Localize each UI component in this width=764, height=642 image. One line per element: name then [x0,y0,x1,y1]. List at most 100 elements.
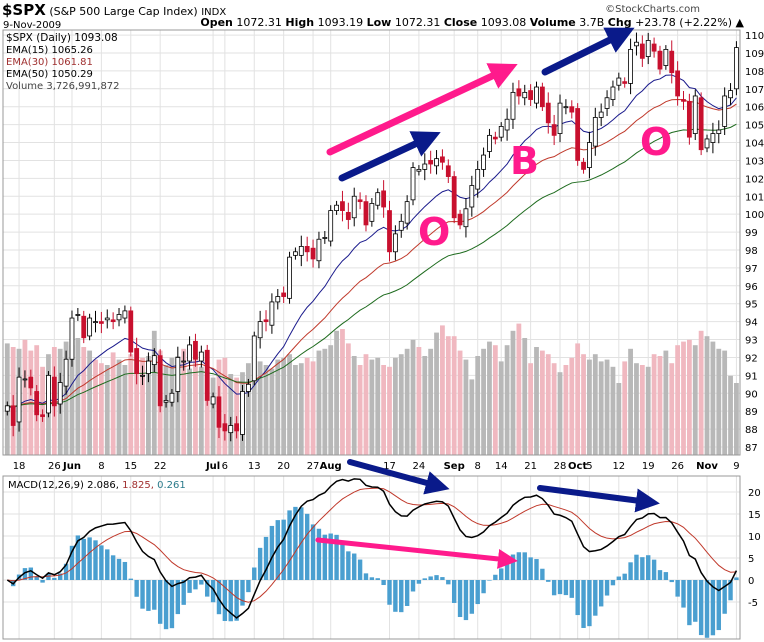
volume-bar [492,345,498,455]
histogram-bar [399,580,404,613]
candle-body [245,383,251,392]
candle-body [398,220,404,231]
annotation-b: B [510,139,539,183]
histogram-bar [316,528,322,580]
date-tick-label: 5 [586,461,592,472]
volume-bar [722,350,728,455]
volume-bar [245,363,251,455]
histogram-bar [493,574,498,580]
candle-body [51,376,57,407]
candle-body [498,126,504,138]
date-axis: 18 26 Jun 8 15 22 Jul 6 13 20 27 Aug 17 24 Sep 8 14 21 28 O… [13,461,740,472]
histogram-bar [58,573,63,580]
volume-bar [716,348,722,455]
histogram-bar [275,520,280,580]
histogram-bar [205,580,210,597]
histogram-bar [716,580,721,631]
histogram-bar [181,580,186,605]
histogram-bar [28,567,34,580]
pattern-labels: O B O [418,120,672,254]
candle-body [663,48,669,66]
histogram-bar [99,545,104,580]
candle-body [222,423,228,432]
candle-body [716,129,722,134]
histogram-bar [710,580,716,636]
volume-bar [587,359,592,455]
histogram-bar [451,580,457,603]
candle-body [728,90,733,99]
price-tick-label: 99 [745,228,758,239]
histogram-bar [228,580,233,622]
volume-bar [622,361,628,455]
symbol: $SPX [2,1,46,19]
date-tick-label: Jul [205,461,220,472]
candle-body [169,392,175,403]
histogram-bar [693,580,698,622]
date-tick-label: 15 [124,461,137,472]
date-tick-label: 20 [277,461,290,472]
candle-body [181,360,187,363]
candle-body [46,374,51,414]
histogram-bar [410,580,416,592]
volume-bar [210,377,216,455]
histogram-bar [81,538,86,580]
histogram-bar [610,580,616,586]
volume-bar [504,345,510,455]
volume-bar [551,363,557,455]
candle-body [557,102,563,134]
histogram-bar [240,580,245,606]
candle-body [440,156,445,163]
histogram-bar [734,577,739,580]
histogram-bar [346,551,351,580]
candle-body [257,321,263,339]
candle-body [363,201,369,226]
histogram-bar [216,580,222,615]
macd-axis: 20 15 10 5 0 -5 [748,488,761,609]
candle-body [140,374,145,377]
volume-bar [657,356,663,455]
histogram-bar [440,577,445,580]
ema50-line [7,123,737,408]
candle-body [704,138,710,149]
volume-bar [440,325,445,455]
volume-bar [686,339,692,455]
legend-ema15: EMA(15) 1065.26 [6,45,93,56]
price-tick-label: 105 [745,121,764,132]
volume-bar [539,350,545,455]
candle-body [310,247,316,260]
candle-body [351,195,357,219]
candle-body [592,117,598,147]
candle-body [381,190,387,208]
candle-body [193,340,198,360]
volume-bar [616,383,622,455]
candle-body [722,95,728,127]
candle-body [298,246,304,256]
volume-bar [128,354,134,455]
candle-body [692,95,698,134]
date-tick-label: Aug [320,461,342,472]
histogram-bar [363,573,369,580]
histogram-bar [110,555,116,580]
volume-bar [451,336,457,455]
price-tick-label: 96 [745,282,758,293]
candle-body [204,349,210,401]
candle-body [128,310,134,353]
volume-bar [710,341,716,455]
date-tick-label: 14 [495,461,508,472]
candle-body [369,203,375,222]
macd-value: 2.086, [87,480,119,491]
blue-arrow-icon [537,485,660,513]
macd-legend: MACD(12,26,9) 2.086, 1.825, 0.261 [8,480,186,491]
candle-body [657,50,663,70]
histogram-bar [263,536,269,580]
price-tick-label: 107 [745,85,764,96]
volume-bar [4,343,10,455]
histogram-bar [304,513,310,580]
candle-body [634,41,639,47]
volume-bar [69,345,75,455]
legend-ema50: EMA(50) 1050.29 [6,69,93,80]
volume-bar [304,357,310,455]
annotation-o: O [418,210,450,254]
volume-bar [263,365,269,455]
volume-bar [163,365,169,455]
